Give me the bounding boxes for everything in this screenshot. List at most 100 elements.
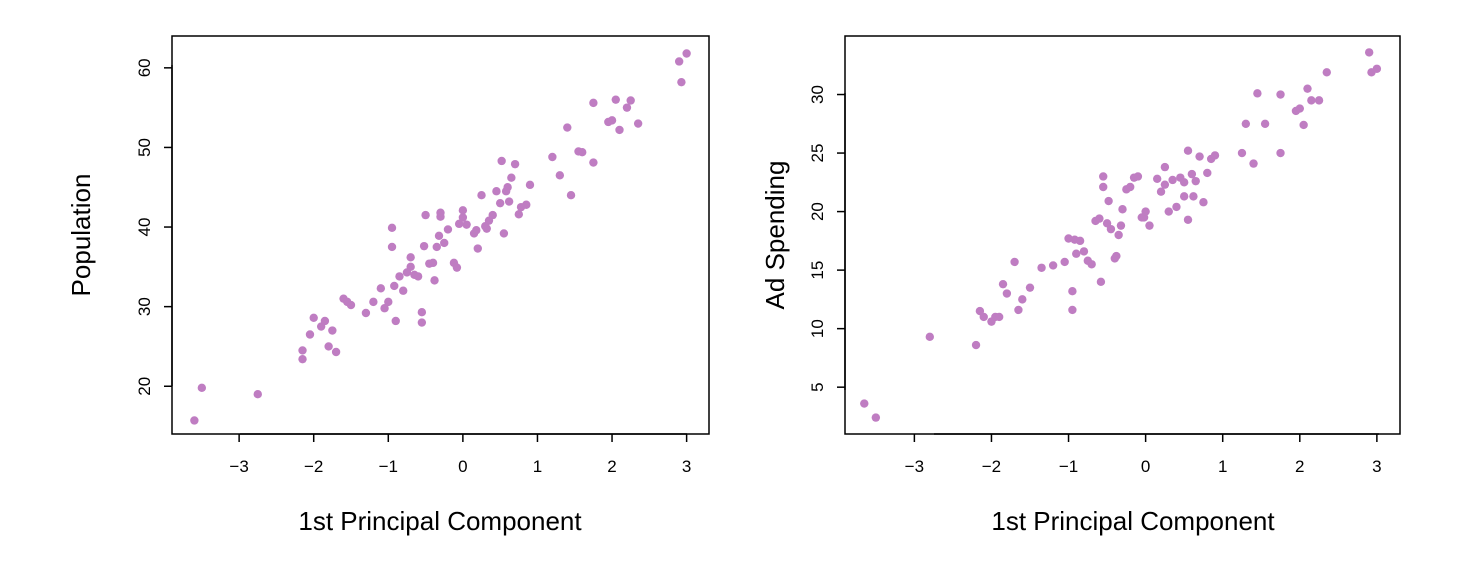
data-point [1072, 249, 1081, 258]
data-point [499, 229, 509, 238]
data-point [387, 223, 397, 233]
x-axis: −3 −2 −1 0 1 2 3 [905, 433, 1382, 476]
data-point [1096, 277, 1106, 287]
data-point [871, 413, 881, 422]
data-point [1126, 182, 1135, 192]
data-point [1210, 151, 1220, 160]
x-axis: −3 −2 −1 0 1 2 3 [229, 433, 691, 476]
data-point [525, 180, 535, 190]
y-axis: 20 30 40 50 60 [135, 58, 173, 396]
data-point [488, 210, 497, 220]
data-point [495, 198, 505, 208]
data-point [1018, 295, 1027, 304]
data-point [1156, 187, 1166, 196]
panel-population: −3 −2 −1 0 1 2 3 20 30 40 50 60 1st Principal Comp… [66, 35, 710, 536]
data-point [458, 206, 468, 215]
data-point [589, 98, 598, 108]
data-point [419, 241, 429, 251]
x-tick-label: 1 [1218, 457, 1227, 476]
data-point [548, 152, 557, 162]
data-point [1025, 283, 1035, 292]
data-point [1099, 172, 1108, 181]
data-point [1152, 174, 1162, 184]
data-point [1191, 176, 1200, 186]
x-tick-label: −3 [905, 457, 924, 476]
data-point [925, 332, 934, 342]
data-point [1364, 48, 1374, 57]
data-point [1172, 202, 1181, 212]
data-point [1168, 175, 1177, 185]
data-point [555, 171, 565, 180]
y-axis-title: Population [66, 174, 96, 297]
data-point [1276, 148, 1285, 158]
data-point [1187, 169, 1197, 179]
data-point [1002, 289, 1012, 298]
x-tick-label: −3 [229, 457, 248, 476]
data-point [331, 347, 341, 357]
data-point [1295, 104, 1304, 113]
data-point [1118, 205, 1127, 214]
data-point [406, 262, 415, 272]
data-point [674, 57, 684, 66]
data-point [611, 95, 620, 104]
data-point [1189, 192, 1198, 201]
data-point [578, 148, 587, 157]
data-point [504, 197, 514, 206]
data-point [1322, 68, 1331, 77]
data-point [1260, 119, 1270, 128]
data-point [482, 224, 491, 233]
data-point [979, 312, 988, 322]
data-point [253, 390, 262, 399]
data-point [507, 173, 516, 182]
y-tick-label: 25 [808, 144, 827, 163]
data-point [458, 213, 468, 222]
data-point [436, 208, 445, 217]
data-point [298, 354, 307, 364]
data-point [328, 326, 337, 335]
panel-ad-spending: −3 −2 −1 0 1 2 3 5 10 15 20 25 30 1st Principal Com… [760, 35, 1401, 536]
data-point [1048, 261, 1058, 270]
data-point [622, 103, 632, 112]
data-point [413, 272, 423, 281]
data-point [376, 284, 386, 293]
data-point [1183, 215, 1193, 224]
data-point [298, 346, 307, 355]
data-point [417, 308, 427, 317]
data-point [1114, 230, 1123, 240]
y-tick-group: 20 30 40 50 60 [135, 58, 172, 396]
data-point [309, 313, 318, 322]
data-point [390, 281, 399, 291]
data-point [1116, 221, 1126, 230]
data-point [1372, 64, 1382, 73]
data-point [1106, 224, 1116, 234]
y-tick-label: 60 [135, 58, 154, 77]
data-point [994, 312, 1004, 322]
data-point [1099, 182, 1108, 192]
data-point [406, 253, 415, 262]
data-point [1241, 119, 1251, 128]
x-tick-label: 0 [1141, 457, 1150, 476]
data-point [1249, 159, 1258, 168]
data-point [607, 116, 617, 125]
x-axis-title: 1st Principal Component [991, 506, 1275, 536]
data-point [510, 159, 520, 169]
data-point [563, 123, 572, 132]
data-point [682, 49, 691, 58]
data-point [1079, 247, 1089, 256]
data-point [1195, 152, 1204, 161]
data-point [492, 187, 501, 196]
data-point [497, 156, 506, 166]
data-point [369, 297, 378, 307]
y-tick-label: 5 [808, 382, 827, 391]
data-point [522, 200, 531, 209]
data-point [971, 340, 981, 350]
data-point [361, 308, 371, 318]
x-tick-label: −1 [1059, 457, 1078, 476]
data-point [1160, 162, 1170, 172]
data-point [346, 300, 356, 310]
data-point [615, 125, 624, 135]
data-point [1299, 120, 1308, 130]
data-point [1276, 90, 1285, 99]
y-axis: 5 10 15 20 25 30 [808, 85, 846, 392]
